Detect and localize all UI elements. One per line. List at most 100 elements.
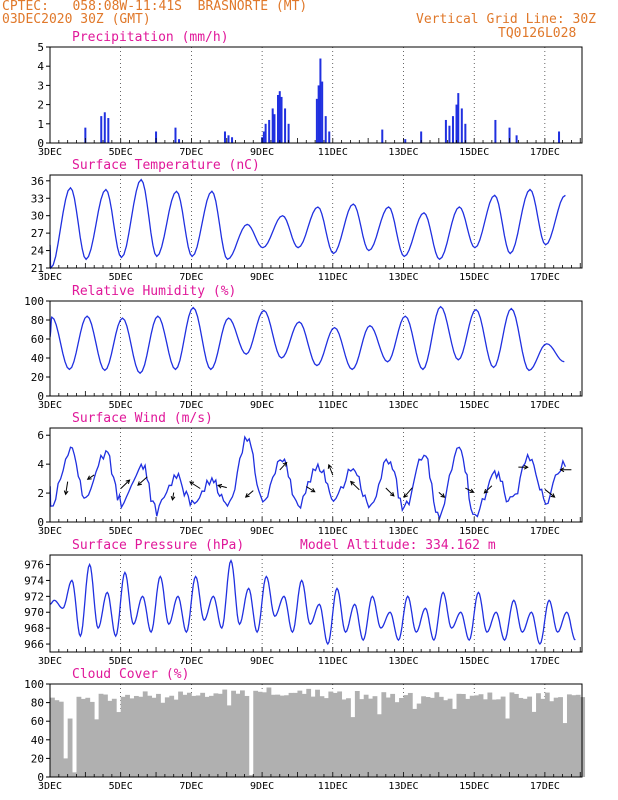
x-tick-label: 13DEC (388, 526, 418, 537)
cloud-bar (491, 699, 497, 777)
y-tick-label: 60 (31, 333, 44, 346)
header-station: CPTEC: 058:08W-11:41S BRASNORTE (MT) (2, 0, 308, 14)
y-tick-label: 0 (37, 137, 44, 150)
panel-frame (49, 174, 583, 269)
precip-bar (227, 135, 230, 143)
cloud-bar (151, 697, 157, 777)
cloud-bar (103, 694, 108, 777)
wind-arrow-head (244, 493, 250, 498)
wind-arrow (306, 486, 315, 493)
cloud-bar (558, 697, 563, 777)
cloud-bar (452, 708, 457, 777)
cloud-bar (120, 696, 126, 777)
panel-pressure (46, 554, 583, 653)
cloud-bar (63, 758, 69, 777)
cloud-bar (98, 693, 104, 777)
precip-bar (84, 127, 87, 143)
cloud-bar (359, 699, 365, 777)
cloud-bar (217, 693, 223, 777)
cloud-bar (89, 701, 95, 777)
cloud-bar (465, 698, 471, 777)
y-tick-label: 972 (24, 590, 44, 603)
wind-arrow-head (349, 480, 355, 486)
precip-bar (273, 114, 276, 143)
x-tick-label: 5DEC (109, 526, 133, 537)
panel-title-precipitation: Precipitation (mm/h) (72, 30, 229, 45)
panel-temperature (46, 174, 583, 270)
y-tick-label: 2 (37, 99, 44, 112)
cloud-bar (562, 723, 568, 777)
x-tick-label: 11DEC (318, 400, 348, 411)
x-tick-label: 5DEC (109, 147, 133, 158)
x-tick-label: 9DEC (250, 781, 274, 792)
cloud-bar (133, 695, 139, 777)
cloud-bar (390, 693, 396, 777)
cloud-bar (67, 718, 73, 777)
panel-wind (46, 427, 583, 523)
cloud-bar (518, 697, 524, 777)
precip-bar (494, 119, 497, 143)
cloud-bar (438, 696, 444, 777)
x-tick-label: 11DEC (318, 656, 348, 667)
panel-precipitation (46, 46, 583, 144)
cloud-bar (376, 714, 382, 777)
cloud-bar (328, 691, 334, 777)
y-tick-label: 1 (37, 118, 44, 131)
cloud-bar (253, 690, 259, 777)
x-tick-label: 3DEC (38, 656, 62, 667)
y-tick-label: 40 (31, 734, 44, 747)
cloud-bar (536, 693, 541, 777)
cloud-bar (483, 699, 488, 777)
cloud-bar (240, 690, 245, 777)
cloud-bar (297, 690, 303, 777)
cloud-bar (337, 691, 343, 777)
wind-arrow-head (523, 464, 529, 470)
precip-bar (328, 131, 331, 143)
temperature-line (49, 178, 566, 270)
cloud-bar (385, 697, 391, 777)
cloud-bar (156, 693, 161, 777)
x-tick-label: 15DEC (459, 400, 489, 411)
precip-bar (451, 116, 454, 143)
wind-line (49, 435, 566, 521)
cloud-bar (58, 701, 64, 777)
cloud-bar (319, 696, 325, 777)
panel-title-wind: Surface Wind (m/s) (72, 411, 213, 426)
y-tick-label: 21 (31, 262, 44, 275)
precip-bar (277, 95, 279, 143)
cloud-bar (138, 696, 144, 777)
y-tick-label: 0 (37, 771, 44, 784)
y-tick-label: 970 (24, 606, 44, 619)
cloud-bar (315, 689, 320, 777)
wind-arrow-head (137, 481, 142, 486)
cloud-bar (522, 698, 528, 777)
cloud-bar (301, 693, 307, 777)
cloud-bar (456, 693, 462, 777)
wind-arrow-head (170, 495, 176, 501)
wind-arrow (189, 481, 201, 489)
y-tick-label: 2 (37, 487, 44, 500)
y-tick-label: 80 (31, 697, 44, 710)
cloud-bar (403, 695, 409, 777)
cloud-bar (447, 698, 453, 777)
precip-bar (558, 131, 561, 143)
cloud-bar (288, 692, 294, 777)
y-tick-label: 0 (37, 390, 44, 403)
cloud-bar (421, 696, 426, 777)
x-tick-label: 7DEC (179, 147, 203, 158)
x-tick-label: 17DEC (530, 781, 560, 792)
wind-arrow-head (559, 467, 565, 473)
cloud-bar (531, 711, 537, 777)
x-tick-label: 9DEC (250, 526, 274, 537)
cloud-bar (270, 694, 276, 777)
y-tick-label: 60 (31, 715, 44, 728)
wind-arrow (171, 492, 175, 500)
cloud-bar (575, 694, 581, 777)
cloud-bar (160, 702, 166, 777)
cloud-bar (209, 695, 214, 777)
y-tick-label: 974 (24, 574, 44, 587)
wind-arrow-head (389, 491, 395, 497)
cloud-bar (54, 700, 60, 777)
y-tick-label: 27 (31, 227, 44, 240)
precip-bar (262, 131, 265, 143)
